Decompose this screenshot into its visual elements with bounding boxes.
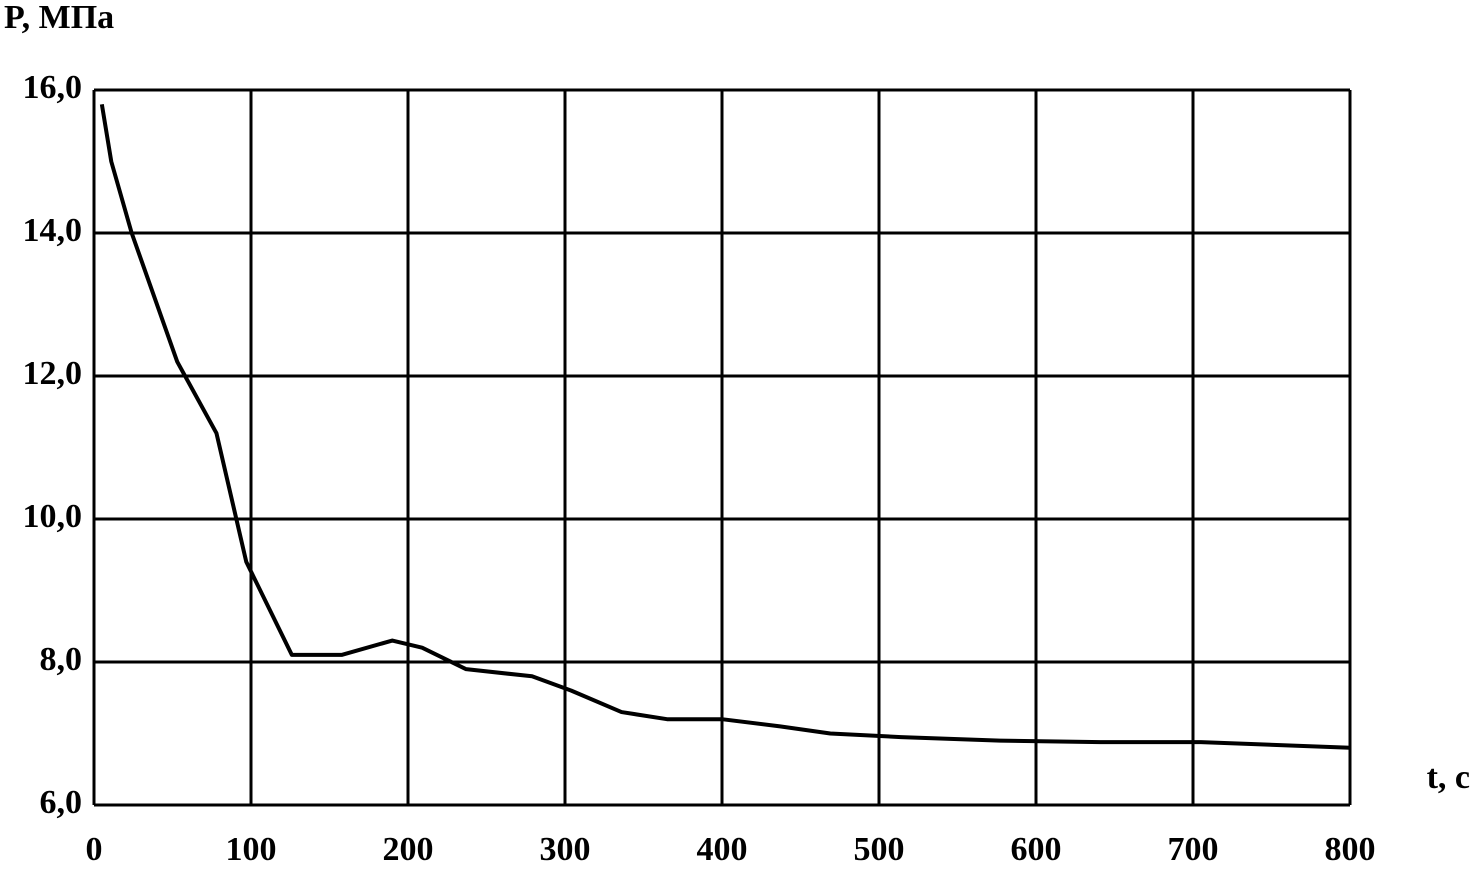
x-tick-label: 400 xyxy=(697,831,748,868)
y-tick-label: 16,0 xyxy=(23,69,83,106)
x-tick-label: 700 xyxy=(1168,831,1219,868)
y-axis-label: P, МПа xyxy=(4,0,114,36)
y-tick-label: 6,0 xyxy=(40,784,83,821)
x-tick-label: 0 xyxy=(86,831,103,868)
y-tick-label: 8,0 xyxy=(40,641,83,678)
y-tick-label: 12,0 xyxy=(23,355,83,392)
x-tick-label: 100 xyxy=(226,831,277,868)
x-axis-label: t, c xyxy=(1427,759,1470,796)
x-tick-label: 800 xyxy=(1325,831,1376,868)
y-tick-label: 14,0 xyxy=(23,212,83,249)
y-tick-label: 10,0 xyxy=(23,498,83,535)
x-tick-label: 600 xyxy=(1011,831,1062,868)
x-tick-label: 500 xyxy=(854,831,905,868)
data-line xyxy=(99,103,1351,750)
x-tick-label: 300 xyxy=(540,831,591,868)
x-tick-label: 200 xyxy=(383,831,434,868)
